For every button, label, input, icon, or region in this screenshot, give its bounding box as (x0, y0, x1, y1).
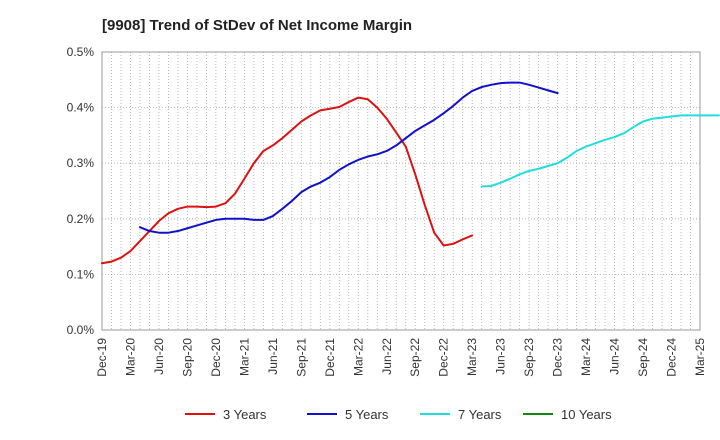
legend-label-7-years: 7 Years (458, 407, 502, 422)
x-tick-label: Sep-24 (636, 338, 650, 377)
chart-title: [9908] Trend of StDev of Net Income Marg… (102, 17, 412, 34)
x-tick-label: Dec-20 (209, 338, 223, 377)
series-line-3-years (101, 96, 474, 265)
series-lines (101, 81, 720, 265)
x-tick-label: Jun-20 (152, 338, 166, 375)
x-tick-label: Jun-24 (608, 338, 622, 375)
x-tick-label: Dec-24 (665, 338, 679, 377)
y-tick-label: 0.3% (67, 156, 95, 170)
x-tick-label: Sep-21 (294, 338, 308, 377)
legend-label-5-years: 5 Years (345, 407, 389, 422)
legend-label-3-years: 3 Years (223, 407, 267, 422)
x-tick-label: Sep-23 (522, 338, 536, 377)
x-axis-ticks: Dec-19 Mar-20 Jun-20 Sep-20 Dec-20 Mar-21 Jun-… (95, 338, 707, 377)
x-tick-label: Dec-23 (551, 338, 565, 377)
x-tick-label: Dec-21 (323, 338, 337, 377)
y-tick-label: 0.4% (67, 101, 95, 115)
y-axis-ticks: 0.0% 0.1% 0.2% 0.3% 0.4% 0.5% (67, 45, 95, 337)
y-tick-label: 0.0% (67, 323, 95, 337)
grid (102, 52, 700, 330)
x-tick-label: Sep-20 (180, 338, 194, 377)
x-tick-label: Jun-21 (266, 338, 280, 375)
x-tick-label: Mar-20 (123, 338, 137, 376)
x-tick-label: Dec-22 (437, 338, 451, 377)
x-tick-label: Jun-22 (380, 338, 394, 375)
x-tick-label: Mar-25 (693, 338, 707, 376)
x-tick-label: Mar-21 (237, 338, 251, 376)
x-tick-label: Mar-24 (579, 338, 593, 376)
x-tick-label: Mar-22 (351, 338, 365, 376)
x-tick-label: Jun-23 (494, 338, 508, 375)
legend-label-10-years: 10 Years (561, 407, 612, 422)
x-tick-label: Dec-19 (95, 338, 109, 377)
series-line-7-years (480, 114, 720, 188)
series-line-5-years (138, 81, 559, 234)
y-tick-label: 0.5% (67, 45, 95, 59)
legend: 3 Years 5 Years 7 Years 10 Years (185, 407, 612, 422)
x-tick-label: Mar-23 (465, 338, 479, 376)
y-tick-label: 0.1% (67, 267, 95, 281)
y-tick-label: 0.2% (67, 212, 95, 226)
plot-frame (101, 51, 701, 331)
x-tick-label: Sep-22 (408, 338, 422, 377)
